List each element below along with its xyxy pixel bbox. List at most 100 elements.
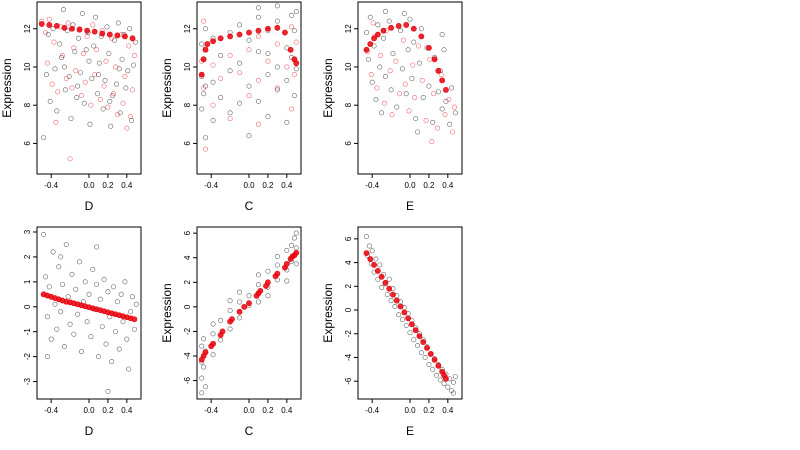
data-point (96, 60, 102, 66)
data-point (255, 282, 261, 288)
data-point (227, 298, 233, 304)
series-2 (40, 291, 138, 323)
x-tick-label: 0.2 (102, 406, 114, 415)
trend-point (418, 33, 425, 40)
plot-frame (196, 226, 302, 400)
data-point (415, 343, 421, 349)
trend-point (69, 25, 75, 32)
trend-point (219, 328, 226, 335)
data-point (449, 85, 455, 91)
data-point (284, 77, 290, 83)
data-point (130, 62, 136, 68)
data-point (407, 16, 413, 22)
data-point (113, 81, 119, 87)
data-point (365, 56, 371, 62)
trend-point (131, 316, 138, 323)
data-point (65, 20, 71, 26)
trend-point (246, 300, 252, 307)
data-point (89, 75, 95, 81)
data-point (368, 72, 374, 78)
data-point (407, 330, 413, 336)
data-point (71, 45, 77, 51)
data-point (201, 364, 207, 370)
series-2 (198, 249, 300, 363)
data-point (79, 10, 85, 16)
data-point (452, 110, 458, 116)
data-point (293, 66, 299, 72)
data-point (119, 56, 125, 62)
data-point (56, 264, 62, 270)
data-point (210, 117, 216, 123)
data-point (131, 53, 137, 59)
trend-point (403, 22, 410, 28)
data-point (265, 268, 271, 274)
trend-point (405, 315, 412, 322)
x-tick-label: 0.4 (442, 181, 454, 190)
data-point (132, 39, 138, 45)
scatter-panel-2: -0.4 0.0 0.2 0.4 6 8 10 12 C Expression (160, 1, 302, 213)
x-tick-label: 0.2 (423, 406, 435, 415)
trend-point (283, 260, 290, 267)
scatter-panel-5: -0.4 0.0 0.2 0.4 -6 -4 -2 0 2 4 6 C Expression (160, 226, 302, 438)
data-point (441, 381, 447, 387)
trend-point (53, 22, 60, 29)
data-point (127, 26, 133, 32)
x-tick-label: -0.4 (44, 406, 58, 415)
data-point (115, 20, 121, 26)
x-axis-title: E (406, 199, 414, 213)
data-point (210, 352, 216, 358)
data-point (415, 129, 421, 135)
y-axis-title: Expression (0, 58, 14, 117)
data-point (373, 256, 379, 262)
trend-point (435, 362, 442, 369)
trend-point (282, 29, 288, 36)
data-point (377, 262, 383, 268)
data-point (73, 68, 79, 74)
data-point (53, 119, 59, 125)
trend-point (84, 27, 91, 34)
data-point (50, 26, 56, 32)
data-point (65, 294, 71, 300)
x-tick-label: -0.4 (44, 181, 58, 190)
y-tick-label: 2 (183, 280, 192, 285)
data-point (227, 68, 233, 74)
data-point (291, 93, 297, 99)
data-point (93, 14, 99, 20)
data-point (103, 58, 109, 64)
data-point (203, 135, 209, 141)
data-point (83, 47, 89, 53)
trend-point (265, 25, 271, 32)
trend-point (367, 256, 374, 262)
data-point (199, 375, 205, 381)
data-point (367, 14, 373, 20)
data-point (274, 262, 280, 268)
y-tick-label: -1 (23, 328, 32, 336)
data-point (274, 85, 280, 91)
data-point (105, 289, 111, 295)
data-point (289, 242, 295, 248)
data-point (430, 119, 436, 125)
data-point (47, 98, 53, 104)
trend-point (229, 316, 235, 323)
y-tick-label: 2 (23, 254, 32, 259)
data-point (293, 261, 299, 267)
trend-point (371, 262, 377, 268)
x-tick-label: 0.4 (121, 181, 133, 190)
data-point (387, 68, 393, 74)
data-point (68, 116, 74, 122)
trend-point (426, 44, 432, 51)
scatter-panel-4: -0.4 0.0 0.2 0.4 -3 -2 -1 0 1 2 3 D (23, 226, 142, 438)
data-point (201, 336, 207, 342)
data-point (86, 291, 92, 297)
data-point (227, 110, 233, 116)
trend-point (200, 56, 207, 63)
data-point (52, 66, 58, 72)
data-point (293, 245, 299, 251)
trend-point (416, 333, 423, 340)
data-point (118, 291, 124, 297)
data-point (203, 146, 209, 152)
data-point (384, 292, 390, 298)
trend-point (91, 28, 98, 35)
x-axis-title: C (245, 424, 254, 438)
